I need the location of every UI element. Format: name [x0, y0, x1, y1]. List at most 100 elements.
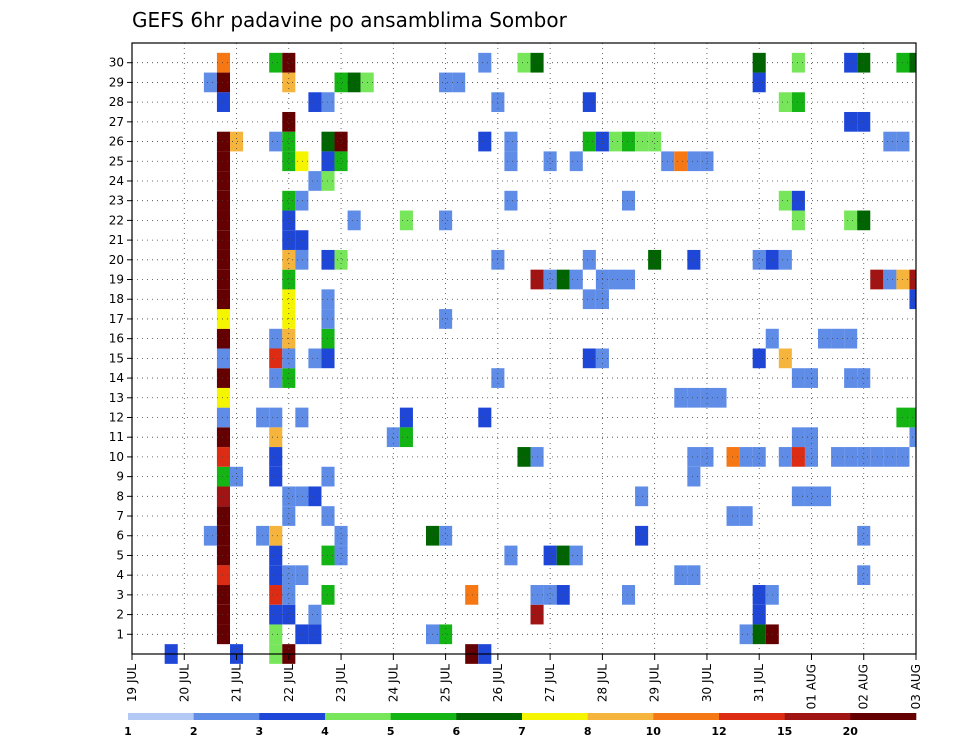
- y-tick-label: 4: [116, 568, 124, 582]
- heatmap-cell: [726, 506, 740, 526]
- heatmap-cell: [308, 171, 322, 191]
- heatmap-cell: [791, 52, 805, 73]
- heatmap-cell: [230, 131, 244, 152]
- heatmap-cell: [543, 585, 557, 605]
- x-tick-label: 25 JUL: [439, 664, 453, 702]
- heatmap-cell: [308, 624, 322, 645]
- heatmap-cell: [778, 249, 792, 270]
- heatmap-cell: [269, 131, 283, 152]
- heatmap-cell: [857, 565, 871, 586]
- heatmap-cell: [216, 289, 230, 310]
- colorbar-tick-label: 12: [711, 725, 726, 738]
- colorbar-tick-label: 5: [387, 725, 395, 738]
- y-tick-label: 5: [116, 548, 124, 562]
- colorbar-tick-label: 6: [452, 725, 460, 738]
- heatmap-cell: [635, 525, 649, 546]
- heatmap-cell: [648, 249, 662, 270]
- heatmap-cell: [269, 624, 283, 645]
- heatmap-cell: [504, 545, 518, 566]
- heatmap-cell: [282, 269, 296, 290]
- colorbar-swatch: [325, 713, 391, 720]
- heatmap-cell: [556, 269, 570, 290]
- heatmap-cell: [726, 447, 740, 467]
- heatmap-cell: [465, 585, 479, 605]
- y-tick-label: 29: [109, 75, 124, 89]
- heatmap-cell: [269, 348, 283, 369]
- heatmap-cell: [582, 249, 596, 270]
- colorbar-tick-label: 8: [584, 725, 592, 738]
- heatmap-cell: [648, 131, 662, 152]
- heatmap-cell: [622, 269, 636, 290]
- heatmap-cell: [687, 565, 701, 586]
- heatmap-cell: [308, 348, 322, 369]
- x-tick-label: 03 AUG: [909, 664, 923, 709]
- heatmap-cell: [216, 52, 230, 73]
- heatmap-cell: [844, 111, 858, 132]
- heatmap-cell: [674, 151, 688, 172]
- colorbar-swatch: [850, 713, 917, 720]
- y-tick-label: 21: [109, 233, 124, 247]
- heatmap-cell: [857, 52, 871, 73]
- heatmap-cell: [478, 407, 492, 428]
- heatmap-cell: [791, 368, 805, 388]
- heatmap-cell: [452, 72, 466, 93]
- x-tick-label: 23 JUL: [334, 664, 348, 702]
- heatmap-cell: [295, 407, 309, 428]
- heatmap-cell: [216, 624, 230, 645]
- colorbar-swatch: [719, 713, 785, 720]
- heatmap-cell: [687, 387, 701, 408]
- colorbar-swatch: [522, 713, 588, 720]
- heatmap-cell: [752, 585, 766, 605]
- heatmap-cell: [569, 151, 583, 172]
- heatmap-cell: [269, 604, 283, 625]
- y-tick-label: 10: [109, 450, 124, 464]
- heatmap-cell: [870, 269, 884, 290]
- heatmap-cell: [883, 447, 897, 467]
- heatmap-cell: [269, 525, 283, 546]
- y-tick-label: 2: [116, 608, 124, 622]
- heatmap-cell: [687, 466, 701, 487]
- heatmap-cell: [282, 506, 296, 526]
- heatmap-cell: [334, 249, 348, 270]
- heatmap-cell: [321, 131, 335, 152]
- heatmap-cell: [844, 52, 858, 73]
- heatmap-cell: [216, 545, 230, 566]
- heatmap-cell: [269, 407, 283, 428]
- heatmap-cell: [216, 230, 230, 250]
- heatmap-cell: [556, 585, 570, 605]
- y-tick-label: 9: [116, 470, 124, 484]
- heatmap-cell: [216, 466, 230, 487]
- heatmap-cell: [216, 585, 230, 605]
- heatmap-cell: [321, 348, 335, 369]
- heatmap-cell: [752, 72, 766, 93]
- heatmap-cell: [282, 565, 296, 586]
- heatmap-cell: [752, 447, 766, 467]
- heatmap-cell: [439, 624, 453, 645]
- x-tick-label: 24 JUL: [386, 664, 400, 702]
- heatmap-cell: [282, 72, 296, 93]
- y-tick-label: 16: [109, 332, 124, 346]
- heatmap-cell: [478, 131, 492, 152]
- heatmap-cell: [334, 72, 348, 93]
- gridlines: [131, 43, 917, 654]
- colorbar-swatch: [390, 713, 457, 720]
- colorbar-tick-label: 7: [518, 725, 526, 738]
- heatmap-cell: [517, 52, 531, 73]
- heatmap-cell: [216, 92, 230, 112]
- x-tick-label: 30 JUL: [700, 664, 714, 702]
- heatmap-cell: [739, 447, 753, 467]
- heatmap-cell: [791, 447, 805, 467]
- heatmap-cell: [687, 249, 701, 270]
- heatmap-cell: [844, 368, 858, 388]
- x-tick-label: 31 JUL: [752, 664, 766, 702]
- heatmap-cell: [739, 506, 753, 526]
- heatmap-cell: [622, 131, 636, 152]
- x-tick-label: 01 AUG: [805, 664, 819, 709]
- y-axis: 1234567891011121314151617181920212223242…: [109, 56, 132, 641]
- heatmap-cell: [556, 545, 570, 566]
- colorbar-swatch: [784, 713, 851, 720]
- x-tick-label: 28 JUL: [595, 664, 609, 702]
- heatmap-cell: [844, 210, 858, 231]
- colorbar-legend: 1 2 3 4 5 6 7 8 10 12 15 20: [124, 713, 917, 738]
- heatmap-cell: [216, 407, 230, 428]
